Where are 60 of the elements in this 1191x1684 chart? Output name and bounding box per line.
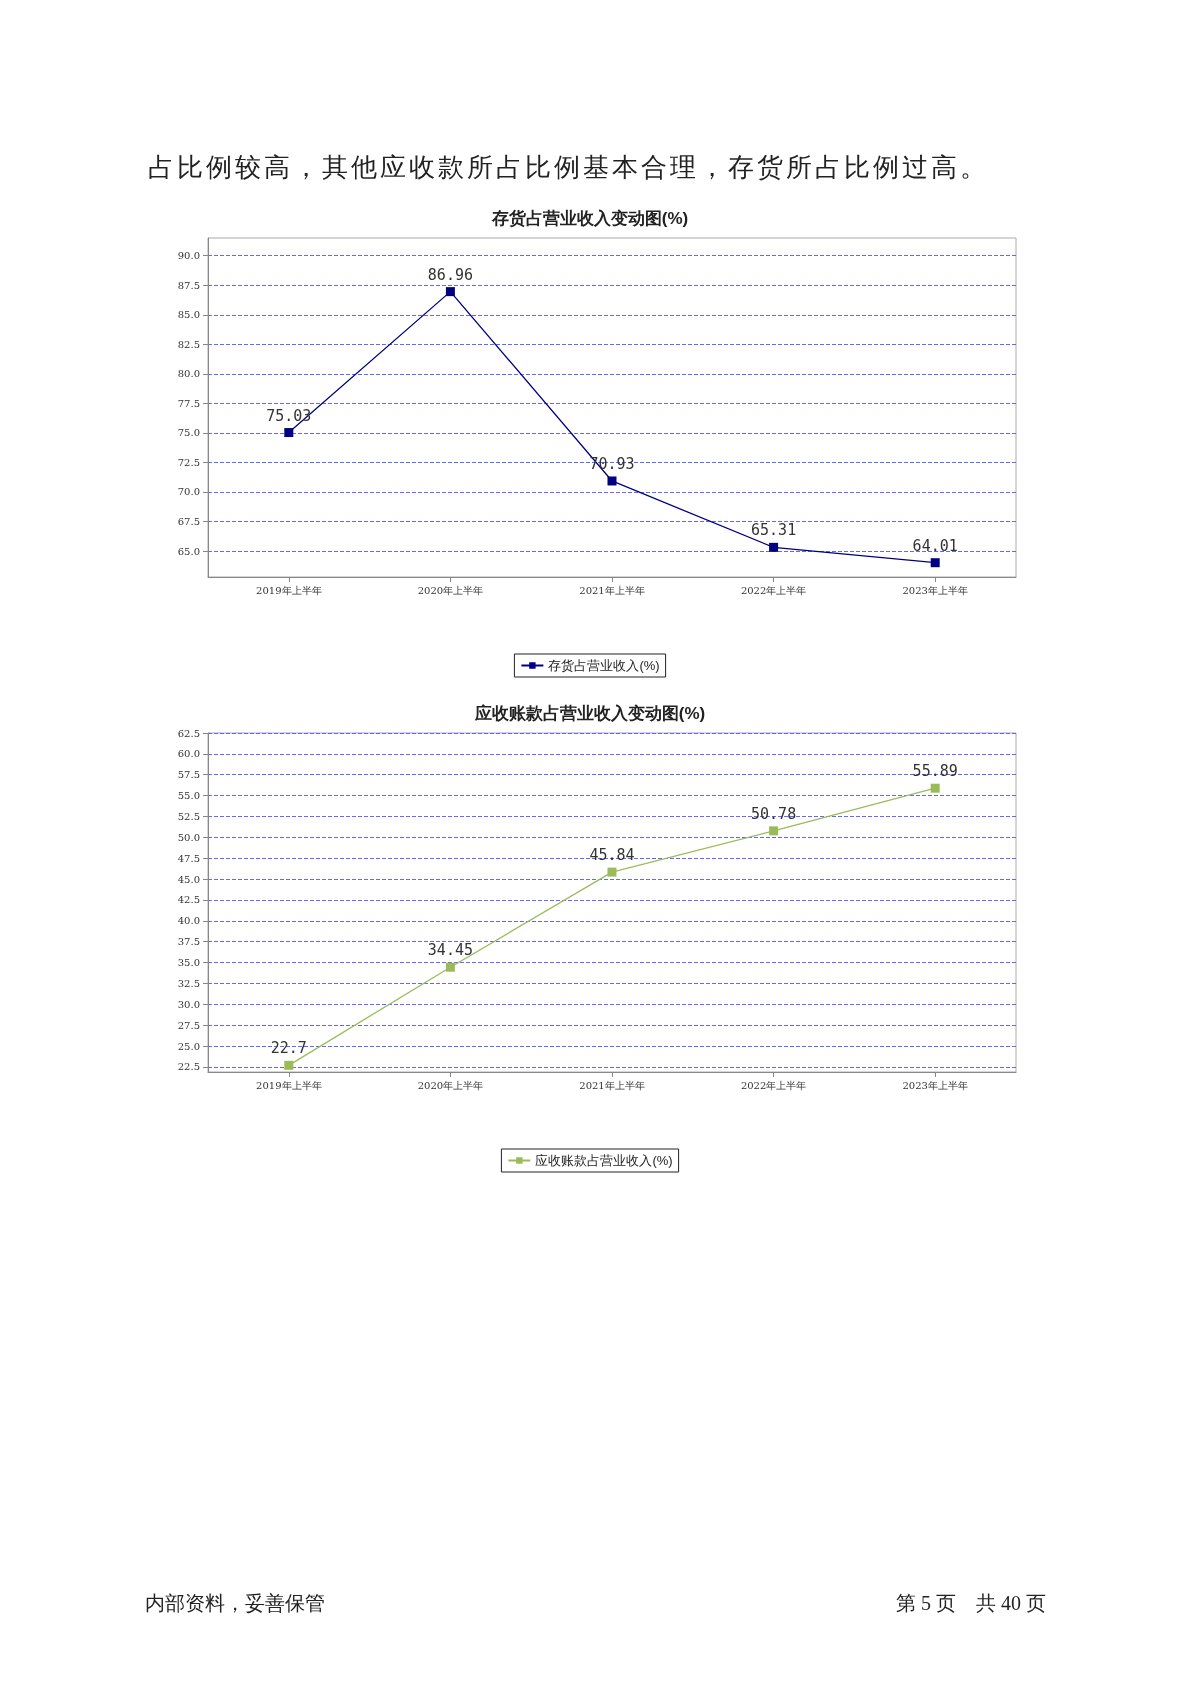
y-tick-label: 75.0 [177,427,200,439]
y-tick-label: 27.5 [177,1019,200,1031]
y-tick-label: 50.0 [177,831,200,843]
x-tick-label: 2022年上半年 [740,584,807,596]
text: 占比例较高，其他应收款所占比例基本合理，存货所占比例过高。 [148,152,989,184]
y-tick-label: 70.0 [177,486,200,498]
x-tick-label: 2022年上半年 [740,1079,807,1091]
y-tick-label: 90.0 [177,250,200,262]
data-label: 64.01 [912,536,958,555]
y-tick-label: 72.5 [177,456,200,468]
y-tick-label: 77.5 [177,397,200,409]
y-tick-label: 37.5 [177,936,200,948]
y-tick-label: 82.5 [177,338,200,350]
y-tick-label: 57.5 [177,769,200,781]
point [930,783,940,793]
point [445,287,455,297]
chart-title: 存货占营业收入变动图(%) [490,209,689,228]
text: 内部资料，妥善保管 [145,1591,325,1616]
y-tick-label: 62.5 [177,727,200,739]
y-tick-label: 52.5 [177,811,200,822]
y-tick-label: 80.0 [177,368,200,380]
point [930,558,940,568]
x-tick-label: 2019年上半年 [256,1079,322,1091]
x-tick-label: 2021年上半年 [579,1079,645,1091]
y-tick-label: 85.0 [177,309,200,321]
point [445,962,455,972]
y-tick-label: 40.0 [177,915,200,927]
legend-label: 存货占营业收入(%) [548,658,660,673]
data-label: 34.45 [427,941,473,960]
y-tick-label: 35.0 [177,957,200,969]
x-tick-label: 2020年上半年 [417,1079,484,1091]
x-tick-label: 2020年上半年 [417,584,484,596]
x-tick-label: 2021年上半年 [579,584,645,596]
point [769,542,779,552]
point [769,826,779,836]
data-label: 86.96 [427,265,473,284]
y-tick-label: 42.5 [177,894,200,906]
x-tick-label: 2023年上半年 [902,1079,968,1091]
x-tick-label: 2019年上半年 [256,584,322,596]
text: 第 5 页 共 40 页 [896,1591,1046,1616]
y-tick-label: 22.5 [177,1061,200,1073]
point [607,476,617,486]
chart-title: 应收账款占营业收入变动图(%) [473,704,706,723]
y-tick-label: 30.0 [177,998,200,1010]
y-tick-label: 60.0 [177,748,200,760]
point [284,428,294,438]
y-tick-label: 45.0 [177,873,200,885]
y-tick-label: 67.5 [177,515,200,527]
y-tick-label: 25.0 [177,1040,200,1052]
point [284,1060,294,1070]
x-tick-label: 2023年上半年 [902,584,968,596]
data-label: 65.31 [751,521,797,540]
y-tick-label: 87.5 [177,279,200,291]
legend-label: 应收账款占营业收入(%) [535,1153,673,1168]
y-tick-label: 47.5 [177,852,200,864]
data-label: 75.03 [266,406,312,425]
y-tick-label: 65.0 [177,545,200,557]
y-tick-label: 55.0 [177,790,200,802]
point [607,867,617,877]
y-tick-label: 32.5 [177,977,200,989]
